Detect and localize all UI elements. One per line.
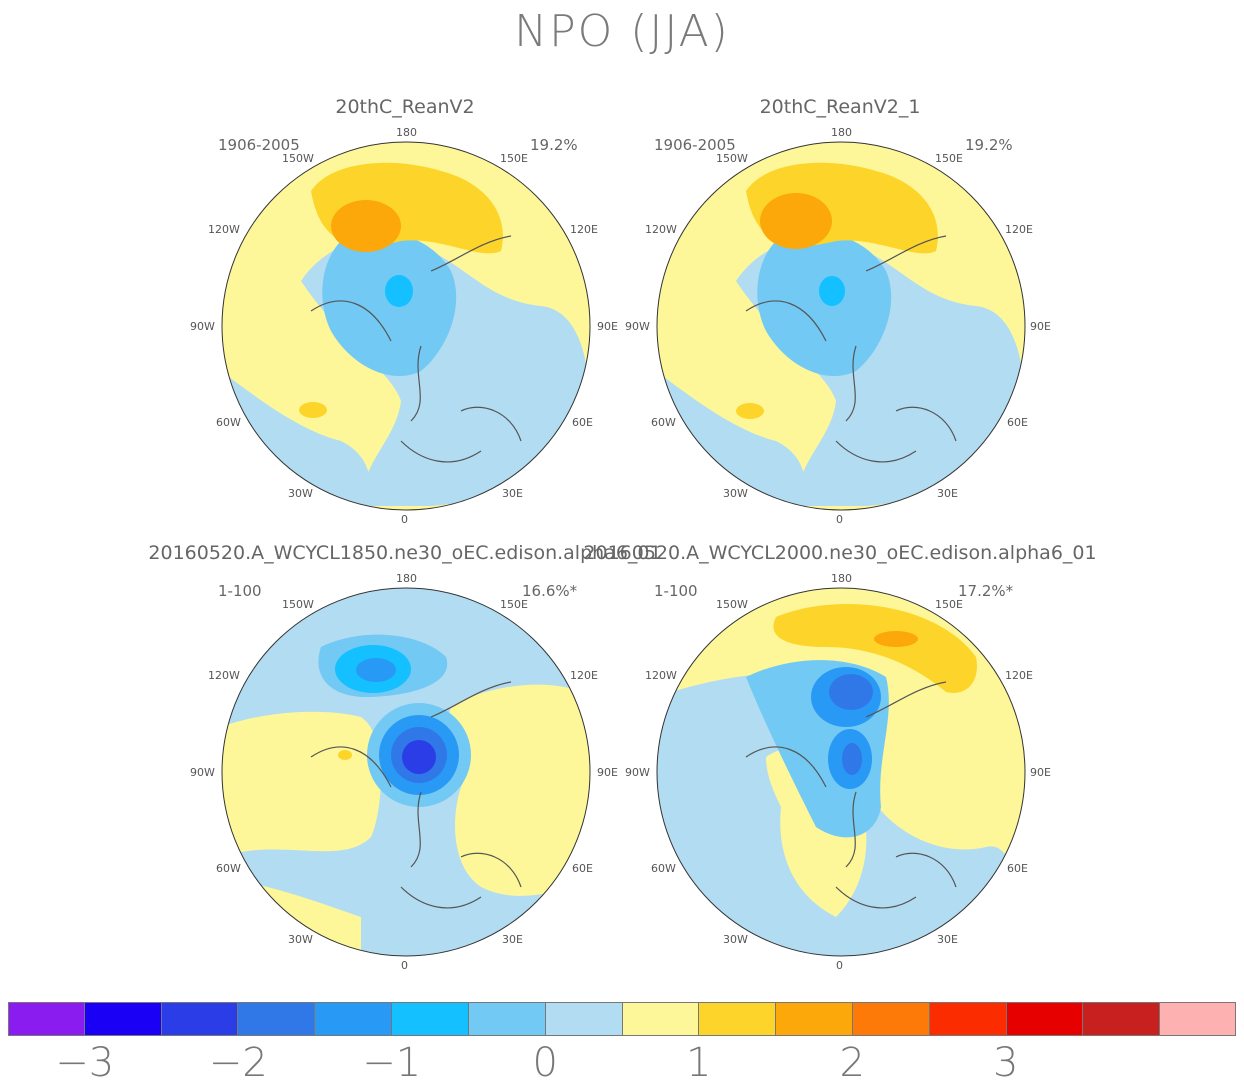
lon-label: 120W [208,223,240,236]
lon-label: 0 [401,513,408,526]
lon-label: 60E [572,862,593,875]
colorbar-swatch [84,1002,162,1036]
lon-label: 120W [645,223,677,236]
colorbar-swatch [622,1002,700,1036]
panel-title-3: 20160520.A_WCYCL1850.ne30_oEC.edison.alp… [148,542,662,564]
colorbar-swatch [1160,1002,1236,1036]
panel-4-years: 1-100 [654,582,698,600]
panel-title-4: 20160520.A_WCYCL2000.ne30_oEC.edison.alp… [583,542,1097,564]
lon-label: 0 [401,959,408,972]
colorbar-swatch [1006,1002,1084,1036]
colorbar-tick-label: 2 [839,1040,865,1086]
panel-title-2: 20thC_ReanV2_1 [759,96,921,118]
lon-label: 150W [282,152,314,165]
lon-label: 30W [288,933,313,946]
lon-label: 120E [570,223,598,236]
lon-label: 180 [831,572,852,585]
colorbar-swatch [699,1002,777,1036]
lon-label: 180 [396,126,417,139]
lon-label: 120E [1005,669,1033,682]
panel-3-years: 1-100 [218,582,262,600]
lon-label: 60W [651,862,676,875]
colorbar-swatch [161,1002,239,1036]
lon-label: 60W [216,416,241,429]
lon-label: 30W [288,487,313,500]
colorbar-swatch [852,1002,930,1036]
lon-label: 60E [1007,416,1028,429]
lon-label: 180 [831,126,852,139]
lon-label: 120E [570,669,598,682]
lon-label: 0 [836,513,843,526]
panel-2-variance: 19.2% [965,136,1013,154]
figure-title: NPO (JJA) [514,6,730,57]
polar-map-panel-4 [656,587,1026,957]
lon-label: 150E [935,598,963,611]
lon-label: 150W [716,598,748,611]
lon-label: 60E [572,416,593,429]
lon-label: 150W [716,152,748,165]
lon-label: 30E [502,933,523,946]
colorbar-swatch [315,1002,393,1036]
lon-label: 90W [625,320,650,333]
lon-label: 90W [190,766,215,779]
colorbar-swatch [238,1002,316,1036]
lon-label: 90W [625,766,650,779]
colorbar-tick-label: −1 [362,1040,422,1086]
panel-2-years: 1906-2005 [654,136,736,154]
lon-label: 60W [651,416,676,429]
colorbar-tick-label: −2 [208,1040,268,1086]
lon-label: 90E [597,766,618,779]
colorbar-tick-label: 0 [532,1040,558,1086]
lon-label: 90E [1030,320,1051,333]
lon-label: 90E [1030,766,1051,779]
colorbar-swatch [468,1002,546,1036]
colorbar-tick-label: −3 [55,1040,115,1086]
lon-label: 30E [937,933,958,946]
lon-label: 90W [190,320,215,333]
lon-label: 30E [502,487,523,500]
panel-1-years: 1906-2005 [218,136,300,154]
lon-label: 120E [1005,223,1033,236]
colorbar-swatch [8,1002,85,1036]
lon-label: 30W [723,933,748,946]
lon-label: 150E [935,152,963,165]
polar-map-panel-3 [221,587,591,957]
lon-label: 120W [208,669,240,682]
panel-title-1: 20thC_ReanV2 [335,96,475,118]
lon-label: 90E [597,320,618,333]
lon-label: 150W [282,598,314,611]
colorbar-tick-label: 1 [686,1040,712,1086]
lon-label: 30E [937,487,958,500]
colorbar-swatch [545,1002,623,1036]
lon-label: 120W [645,669,677,682]
polar-map-panel-2 [656,141,1026,511]
lon-label: 60W [216,862,241,875]
colorbar [8,1002,1236,1036]
lon-label: 150E [500,152,528,165]
panel-4-variance: 17.2%* [958,582,1014,600]
lon-label: 30W [723,487,748,500]
panel-3-variance: 16.6%* [522,582,578,600]
polar-map-panel-1 [221,141,591,511]
lon-label: 180 [396,572,417,585]
colorbar-swatch [776,1002,853,1036]
colorbar-swatch [392,1002,469,1036]
colorbar-swatch [929,1002,1007,1036]
colorbar-tick-label: 3 [993,1040,1019,1086]
panel-1-variance: 19.2% [530,136,578,154]
lon-label: 150E [500,598,528,611]
colorbar-swatch [1083,1002,1161,1036]
lon-label: 60E [1007,862,1028,875]
lon-label: 0 [836,959,843,972]
